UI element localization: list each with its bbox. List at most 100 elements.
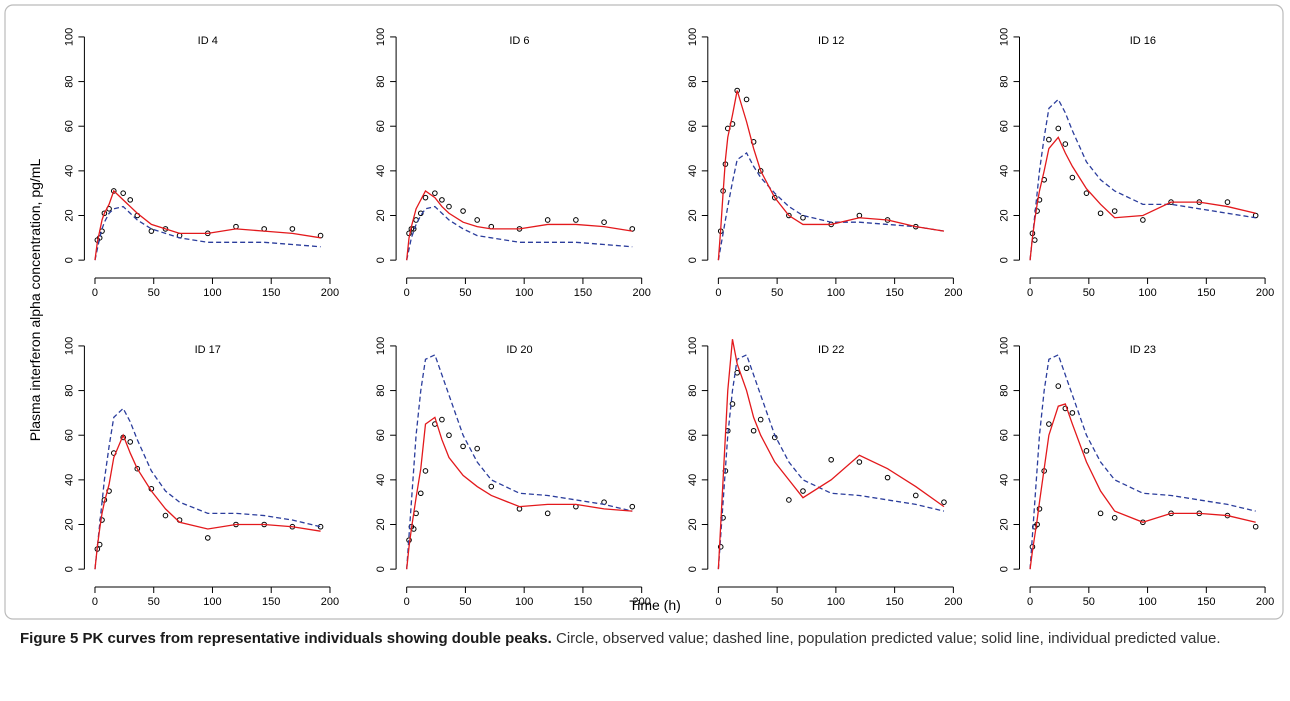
observed-point	[446, 203, 452, 210]
x-tick-label: 50	[148, 287, 160, 299]
observed-point	[757, 416, 764, 423]
individual-line	[406, 189, 633, 261]
panel-title: ID 22	[818, 344, 844, 356]
observed-point	[120, 190, 126, 196]
y-tick-label: 60	[375, 120, 387, 132]
y-tick-label: 80	[999, 75, 1011, 87]
observed-point	[488, 483, 495, 490]
observed-point	[601, 219, 607, 225]
x-tick-label: 150	[262, 287, 280, 299]
y-tick-label: 80	[687, 75, 699, 87]
x-tick-label: 50	[771, 596, 783, 608]
x-tick-label: 50	[459, 287, 471, 299]
observed-point	[204, 535, 211, 541]
observed-point	[162, 226, 169, 232]
observed-point	[127, 439, 134, 445]
x-tick-label: 100	[203, 287, 221, 299]
observed-point	[1062, 141, 1069, 147]
x-tick-label: 0	[1027, 287, 1033, 299]
population-line	[406, 353, 633, 570]
y-tick-label: 100	[375, 337, 387, 355]
y-tick-label: 40	[999, 165, 1011, 177]
x-tick-label: 100	[515, 287, 533, 299]
y-tick-label: 20	[375, 518, 387, 530]
observed-point	[729, 401, 736, 407]
observed-point	[1062, 405, 1069, 412]
observed-point	[1069, 410, 1076, 416]
observed-point	[629, 503, 636, 510]
y-tick-label: 100	[687, 28, 699, 46]
y-tick-label: 0	[999, 257, 1011, 263]
observed-point	[1055, 383, 1062, 389]
y-tick-label: 80	[63, 75, 75, 87]
y-tick-label: 0	[63, 566, 75, 572]
individual-line	[1029, 403, 1256, 570]
observed-point	[750, 427, 757, 434]
x-tick-label: 150	[1197, 596, 1215, 608]
y-tick-label: 60	[687, 429, 699, 441]
x-tick-label: 150	[1197, 287, 1215, 299]
x-tick-label: 100	[203, 596, 221, 608]
individual-line	[717, 90, 945, 261]
observed-point	[828, 456, 834, 463]
observed-point	[856, 459, 863, 465]
y-tick-label: 40	[999, 474, 1011, 486]
figure-frame	[4, 4, 1284, 620]
y-tick-label: 100	[375, 28, 387, 46]
y-tick-label: 100	[999, 28, 1011, 46]
observed-point	[734, 369, 740, 376]
y-tick-label: 20	[63, 209, 75, 221]
x-tick-label: 0	[92, 287, 98, 299]
x-tick-label: 150	[885, 287, 903, 299]
observed-point	[743, 96, 750, 103]
observed-point	[474, 445, 480, 452]
x-tick-label: 0	[404, 596, 410, 608]
x-tick-label: 200	[1256, 596, 1274, 608]
population-line	[406, 205, 633, 261]
x-tick-label: 150	[262, 596, 280, 608]
x-tick-label: 100	[1138, 596, 1156, 608]
observed-point	[289, 226, 296, 232]
observed-point	[422, 194, 429, 201]
observed-point	[148, 228, 155, 234]
observed-point	[134, 465, 141, 472]
panel-title: ID 23	[1130, 344, 1156, 356]
y-tick-label: 20	[687, 518, 699, 530]
population-line	[1029, 353, 1256, 570]
observed-point	[1111, 515, 1118, 521]
caption-text: Circle, observed value; dashed line, pop…	[555, 630, 1221, 647]
x-tick-label: 200	[321, 287, 339, 299]
y-tick-label: 80	[375, 384, 387, 396]
y-tick-label: 60	[63, 120, 75, 132]
observed-point	[544, 510, 551, 517]
y-tick-label: 40	[375, 165, 387, 177]
observed-point	[439, 416, 445, 423]
y-tick-label: 20	[999, 209, 1011, 221]
y-tick-label: 40	[375, 474, 387, 486]
panel-title: ID 12	[818, 35, 844, 47]
observed-point	[1224, 199, 1231, 205]
y-tick-label: 60	[687, 120, 699, 132]
y-tick-label: 0	[375, 257, 387, 263]
y-tick-label: 80	[375, 75, 387, 87]
observed-point	[771, 194, 778, 201]
y-tick-label: 40	[63, 474, 75, 486]
observed-point	[573, 217, 579, 223]
x-tick-label: 50	[459, 596, 471, 608]
y-tick-label: 40	[687, 165, 699, 177]
y-tick-label: 80	[687, 384, 699, 396]
individual-line	[1029, 136, 1256, 261]
panel-title: ID 16	[1130, 35, 1156, 47]
observed-point	[110, 188, 117, 194]
x-tick-label: 0	[404, 287, 410, 299]
observed-point	[941, 499, 947, 505]
observed-point	[460, 443, 466, 450]
observed-point	[1097, 510, 1104, 517]
observed-point	[743, 365, 750, 372]
observed-point	[544, 217, 551, 223]
y-tick-label: 0	[687, 257, 699, 263]
observed-point	[162, 512, 169, 519]
observed-point	[422, 468, 429, 474]
x-tick-label: 200	[632, 596, 650, 608]
